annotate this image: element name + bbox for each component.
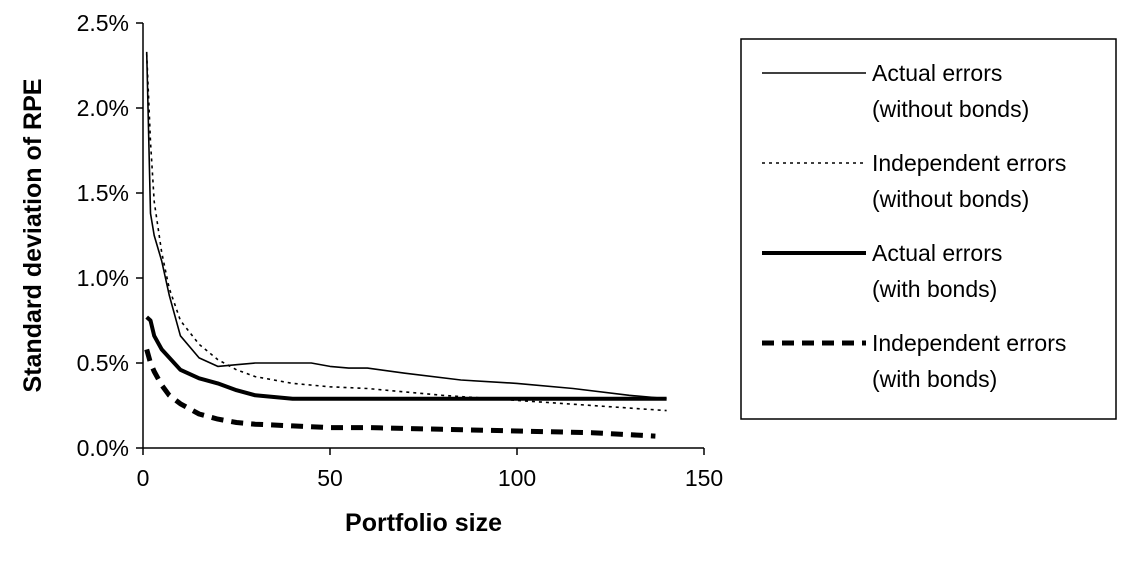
plot-series (144, 51, 667, 439)
y-tick-label: 2.0% (77, 95, 129, 121)
y-axis-title: Standard deviation of RPE (19, 79, 47, 393)
legend-box (740, 38, 1117, 420)
series-line-3 (145, 315, 667, 401)
y-tick-label: 1.5% (77, 180, 129, 206)
x-tick-label: 100 (498, 465, 536, 491)
series-line-4 (144, 348, 656, 439)
series-line-2 (145, 53, 667, 412)
x-axis-ticks: 0 50 100 150 (137, 448, 723, 491)
y-tick-label: 2.5% (77, 10, 129, 36)
x-tick-label: 150 (685, 465, 723, 491)
y-tick-label: 0.5% (77, 350, 129, 376)
series-line-1 (145, 51, 667, 400)
y-tick-label: 1.0% (77, 265, 129, 291)
legend-label-4: Independent errors (with bonds) (872, 330, 1066, 392)
legend-label-1: Actual errors (without bonds) (872, 60, 1029, 122)
legend-label-3: Actual errors (with bonds) (872, 240, 1002, 302)
x-axis-title: Portfolio size (345, 509, 502, 537)
y-axis-ticks: 0.0% 0.5% 1.0% 1.5% 2.0% 2.5% (77, 10, 143, 461)
legend: Actual errors (without bonds) Independent … (740, 38, 1117, 420)
x-tick-label: 0 (137, 465, 150, 491)
y-tick-label: 0.0% (77, 435, 129, 461)
x-tick-label: 50 (317, 465, 343, 491)
legend-label-2: Independent errors (without bonds) (872, 150, 1066, 212)
